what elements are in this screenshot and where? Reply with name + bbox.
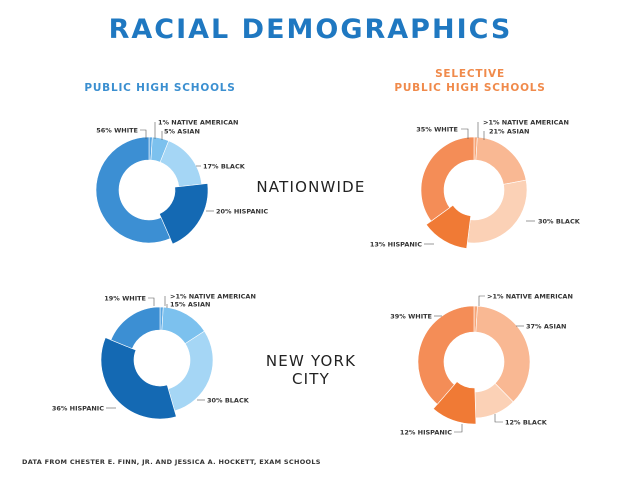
slice-label-native-american: >1% NATIVE AMERICAN	[483, 118, 569, 126]
leader-line	[494, 414, 503, 423]
slice-label-black: 30% BLACK	[207, 396, 250, 404]
slice-label-native-american: >1% NATIVE AMERICAN	[487, 292, 573, 300]
slice-label-white: 35% WHITE	[416, 125, 458, 133]
slice-asian	[475, 136, 527, 185]
public-schools-heading: PUBLIC HIGH SCHOOLS	[40, 81, 280, 95]
row-label-nationwide: NATIONWIDE	[256, 178, 366, 196]
slice-label-white: 39% WHITE	[390, 312, 432, 320]
slice-white	[420, 136, 475, 222]
leader-line	[148, 297, 155, 306]
slice-label-black: 17% BLACK	[203, 162, 246, 170]
slice-hispanic	[432, 381, 477, 425]
slice-hispanic	[100, 337, 177, 420]
selective-schools-heading: SELECTIVE PUBLIC HIGH SCHOOLS	[370, 67, 570, 95]
slice-asian	[475, 305, 531, 403]
leader-line	[140, 129, 147, 139]
slice-label-native-american: 1% NATIVE AMERICAN	[158, 118, 238, 126]
row-label-nyc: NEW YORK CITY	[265, 352, 357, 388]
slice-label-hispanic: 36% HISPANIC	[52, 404, 104, 412]
slice-label-native-american: >1% NATIVE AMERICAN	[170, 292, 256, 300]
slice-hispanic	[425, 204, 472, 249]
slice-label-hispanic: 20% HISPANIC	[216, 207, 268, 215]
slice-white	[110, 306, 161, 350]
slice-label-white: 56% WHITE	[96, 126, 138, 134]
slice-label-hispanic: 13% HISPANIC	[370, 240, 422, 248]
slice-label-white: 19% WHITE	[104, 294, 146, 302]
leader-line	[454, 424, 463, 433]
slice-label-black: 30% BLACK	[538, 217, 581, 225]
public-heading-text: PUBLIC HIGH SCHOOLS	[84, 82, 236, 94]
slice-black	[467, 179, 528, 244]
slice-label-asian: 37% ASIAN	[526, 322, 566, 330]
slice-white	[95, 136, 171, 244]
selective-heading-line1: SELECTIVE	[435, 68, 505, 80]
leader-line	[478, 295, 485, 306]
leader-line	[461, 128, 469, 139]
slice-white	[417, 305, 475, 405]
slice-label-asian: 21% ASIAN	[489, 127, 529, 135]
slice-black	[159, 140, 203, 188]
source-note: DATA FROM CHESTER E. FINN, JR. AND JESSI…	[22, 458, 321, 466]
slice-label-hispanic: 12% HISPANIC	[400, 428, 452, 436]
slice-label-asian: 5% ASIAN	[164, 127, 200, 135]
donut-selective-nyc: >1% NATIVE AMERICAN 37% ASIAN 12% BLACK 12%…	[390, 292, 573, 436]
slice-label-asian: 15% ASIAN	[170, 300, 210, 308]
selective-heading-line2: PUBLIC HIGH SCHOOLS	[394, 82, 546, 94]
slice-hispanic	[159, 183, 209, 245]
page-title: RACIAL DEMOGRAPHICS	[108, 14, 513, 45]
slice-label-black: 12% BLACK	[505, 418, 548, 426]
